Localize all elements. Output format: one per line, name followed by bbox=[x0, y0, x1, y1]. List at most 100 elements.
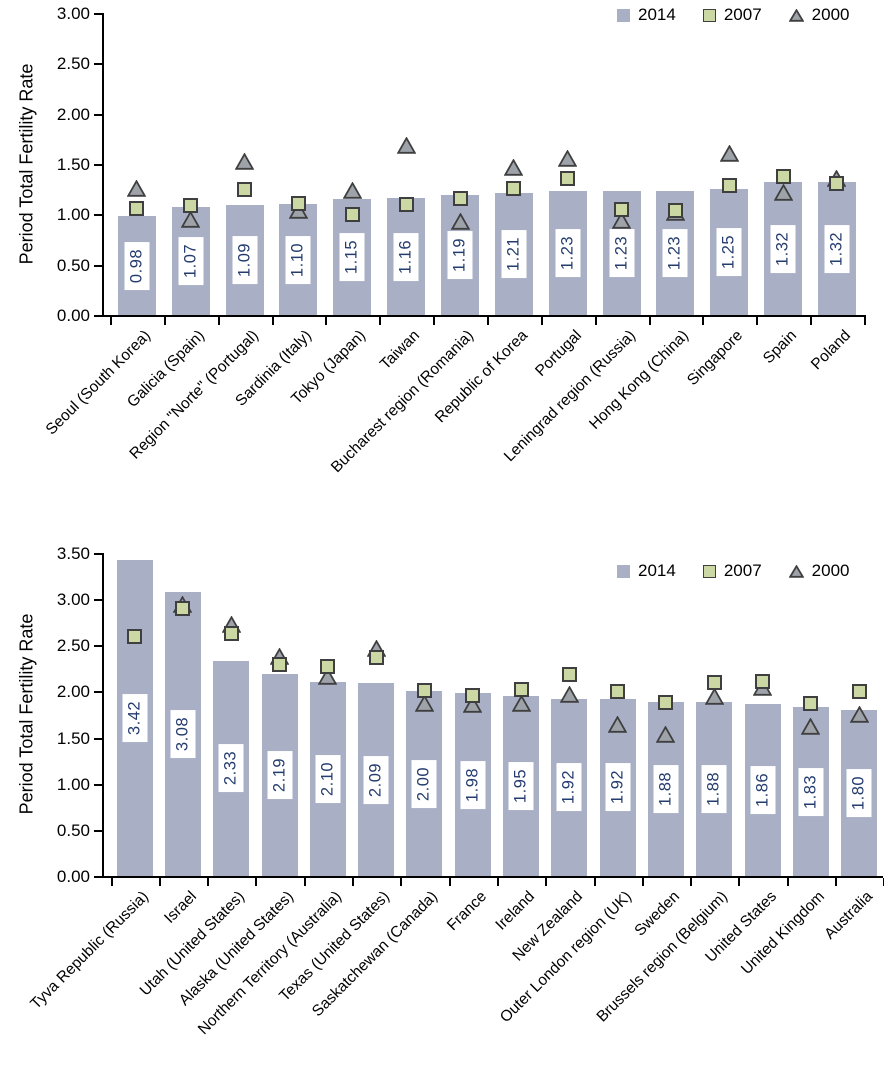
bar-value-label: 1.07 bbox=[178, 237, 204, 286]
bar-value-label: 1.95 bbox=[508, 761, 534, 811]
marker-2007-square-icon bbox=[706, 674, 722, 690]
marker-2007-square-icon bbox=[829, 175, 845, 191]
x-axis-tick bbox=[325, 317, 328, 325]
y-tick-label: 2.50 bbox=[56, 54, 90, 74]
x-axis-tick bbox=[110, 317, 112, 325]
marker-2000-triangle-icon bbox=[396, 136, 417, 159]
y-axis-tick bbox=[94, 113, 102, 116]
x-axis-tick bbox=[352, 878, 354, 886]
bar-value-label: 3.08 bbox=[170, 709, 196, 758]
x-axis-tick bbox=[786, 878, 789, 886]
x-axis-tick bbox=[217, 317, 220, 325]
bar-value-label: 2.33 bbox=[218, 744, 244, 793]
marker-2007-square-icon bbox=[272, 657, 288, 673]
marker-2000-triangle-icon bbox=[462, 695, 483, 718]
legend-2007-square-icon bbox=[702, 564, 716, 578]
bar-value-label: 1.83 bbox=[798, 767, 824, 816]
category-label: Tyva Republic (Russia) bbox=[26, 888, 152, 1013]
bar-value-label: 3.42 bbox=[122, 694, 148, 743]
x-axis-tick bbox=[702, 317, 705, 325]
marker-2000-triangle-icon bbox=[607, 715, 628, 738]
legend-item-2007: 2007 bbox=[702, 5, 762, 25]
category-label: Portugal bbox=[531, 327, 585, 380]
y-tick-label: 3.00 bbox=[56, 3, 90, 23]
x-axis-tick bbox=[545, 878, 548, 886]
x-axis-tick bbox=[641, 878, 644, 886]
y-axis-tick bbox=[94, 691, 102, 694]
y-axis-title: Period Total Fertility Rate bbox=[16, 613, 37, 815]
bar-value-label: 1.88 bbox=[653, 765, 679, 814]
x-axis bbox=[102, 315, 866, 317]
x-axis-tick bbox=[110, 878, 113, 886]
bar-value-label: 2.00 bbox=[411, 759, 437, 808]
y-axis-tick bbox=[94, 63, 102, 66]
x-axis-tick bbox=[835, 878, 837, 886]
x-axis-tick bbox=[433, 317, 436, 325]
marker-2007-square-icon bbox=[561, 667, 577, 683]
category-label: United Kingdom bbox=[737, 888, 828, 979]
y-axis-title: Period Total Fertility Rate bbox=[16, 63, 37, 265]
marker-2007-square-icon bbox=[368, 649, 384, 665]
x-axis-tick bbox=[594, 317, 597, 325]
x-axis-tick bbox=[810, 317, 813, 325]
y-axis-tick bbox=[94, 12, 102, 15]
category-label: Republic of Korea bbox=[431, 327, 531, 427]
marker-2007-square-icon bbox=[183, 197, 199, 213]
category-label: Hong Kong (China) bbox=[586, 327, 693, 433]
y-tick-label: 3.50 bbox=[56, 543, 90, 563]
bar-value-label: 1.32 bbox=[770, 224, 796, 273]
x-axis-tick bbox=[593, 878, 596, 886]
category-label: Poland bbox=[807, 327, 854, 374]
legend-item-2014: 2014 bbox=[617, 561, 676, 581]
marker-2007-square-icon bbox=[803, 695, 819, 711]
y-axis-tick bbox=[94, 876, 102, 878]
marker-2007-square-icon bbox=[320, 658, 336, 674]
legend-label: 2014 bbox=[638, 5, 676, 24]
bar-value-label: 1.10 bbox=[285, 235, 311, 284]
marker-2007-square-icon bbox=[129, 200, 145, 216]
y-axis-tick bbox=[94, 163, 102, 166]
y-tick-label: 0.00 bbox=[56, 306, 90, 325]
bar-value-label: 1.23 bbox=[609, 229, 635, 278]
legend-label: 2014 bbox=[638, 561, 676, 580]
bar-value-label: 1.25 bbox=[716, 228, 742, 277]
bar-value-label: 1.80 bbox=[846, 768, 872, 817]
x-axis-tick bbox=[863, 317, 866, 325]
y-tick-label: 2.00 bbox=[56, 682, 90, 702]
legend-2014-swatch-icon bbox=[617, 8, 630, 22]
legend: 2014 2007 2000 bbox=[617, 5, 849, 25]
legend-2014-swatch-icon bbox=[617, 564, 630, 578]
x-axis bbox=[102, 876, 883, 878]
y-tick-label: 1.00 bbox=[56, 774, 90, 794]
marker-2007-square-icon bbox=[614, 201, 630, 217]
x-axis-tick bbox=[163, 317, 166, 325]
marker-2000-triangle-icon bbox=[127, 179, 147, 202]
marker-2000-triangle-icon bbox=[511, 694, 531, 717]
x-axis-tick bbox=[690, 878, 693, 886]
x-axis-tick bbox=[400, 878, 403, 886]
marker-2000-triangle-icon bbox=[773, 183, 793, 206]
legend-2000-triangle-icon bbox=[788, 7, 805, 22]
x-axis-tick bbox=[379, 317, 382, 325]
bar-value-label: 1.16 bbox=[393, 232, 419, 281]
y-axis bbox=[102, 12, 104, 317]
category-label: Israel bbox=[161, 888, 200, 927]
bar-value-label: 1.88 bbox=[701, 765, 727, 814]
x-axis-tick bbox=[496, 878, 499, 886]
x-axis-tick bbox=[448, 878, 451, 886]
marker-2007-square-icon bbox=[610, 683, 626, 699]
marker-2007-square-icon bbox=[775, 168, 791, 184]
y-axis-tick bbox=[94, 829, 102, 832]
marker-2007-square-icon bbox=[223, 625, 239, 641]
marker-2000-triangle-icon bbox=[557, 149, 578, 172]
marker-2000-triangle-icon bbox=[611, 211, 632, 234]
x-axis-tick bbox=[738, 878, 741, 886]
bar-value-label: 1.92 bbox=[605, 763, 631, 812]
marker-2007-square-icon bbox=[290, 195, 306, 211]
x-axis-tick bbox=[303, 878, 306, 886]
category-label: Taiwan bbox=[377, 327, 424, 374]
bar-value-label: 1.23 bbox=[662, 229, 688, 278]
legend-label: 2000 bbox=[811, 5, 850, 24]
legend-label: 2007 bbox=[723, 561, 762, 580]
category-label: Ireland bbox=[492, 888, 539, 934]
